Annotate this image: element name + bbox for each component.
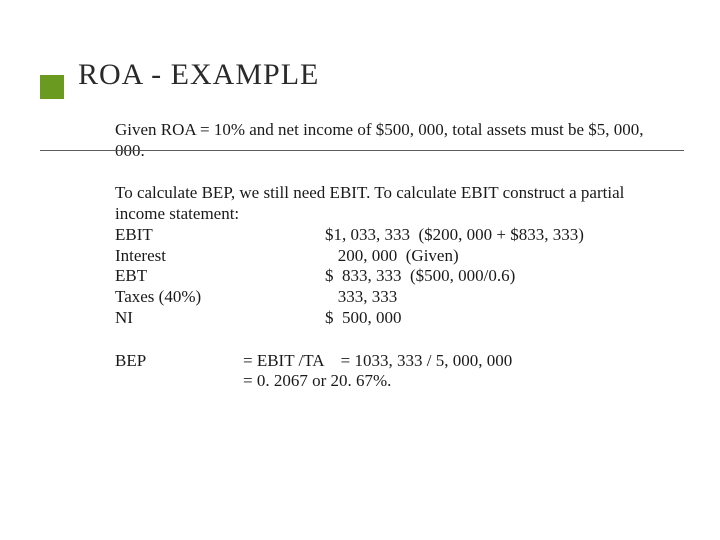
- slide: ROA - EXAMPLE Given ROA = 10% and net in…: [0, 0, 720, 540]
- table-row: EBT $ 833, 333 ($500, 000/0.6): [115, 266, 660, 287]
- bep-result-block: BEP = EBIT /TA = 1033, 333 / 5, 000, 000…: [115, 351, 660, 392]
- row-label: NI: [115, 308, 325, 329]
- bep-line2: = 0. 2067 or 20. 67%.: [243, 371, 391, 390]
- row-label: EBIT: [115, 225, 325, 246]
- title-divider: [40, 150, 684, 151]
- row-label: Taxes (40%): [115, 287, 325, 308]
- income-statement-block: To calculate BEP, we still need EBIT. To…: [115, 183, 660, 328]
- table-row: EBIT $1, 033, 333 ($200, 000 + $833, 333…: [115, 225, 660, 246]
- row-value: 333, 333: [325, 287, 397, 308]
- row-value: $ 500, 000: [325, 308, 402, 329]
- row-value: $ 833, 333 ($500, 000/0.6): [325, 266, 515, 287]
- bep-label: BEP: [115, 351, 243, 392]
- row-value: 200, 000 (Given): [325, 246, 459, 267]
- row-label: EBT: [115, 266, 325, 287]
- table-row: Interest 200, 000 (Given): [115, 246, 660, 267]
- bep-line1: = EBIT /TA = 1033, 333 / 5, 000, 000: [243, 351, 512, 370]
- table-row: Taxes (40%) 333, 333: [115, 287, 660, 308]
- slide-title: ROA - EXAMPLE: [78, 58, 720, 92]
- table-row: NI $ 500, 000: [115, 308, 660, 329]
- content-area: Given ROA = 10% and net income of $500, …: [0, 104, 720, 392]
- title-bullet-icon: [40, 75, 64, 99]
- title-area: ROA - EXAMPLE: [0, 0, 720, 104]
- row-value: $1, 033, 333 ($200, 000 + $833, 333): [325, 225, 584, 246]
- statement-intro: To calculate BEP, we still need EBIT. To…: [115, 183, 660, 224]
- bep-lines: = EBIT /TA = 1033, 333 / 5, 000, 000 = 0…: [243, 351, 512, 392]
- row-label: Interest: [115, 246, 325, 267]
- intro-paragraph: Given ROA = 10% and net income of $500, …: [115, 120, 660, 161]
